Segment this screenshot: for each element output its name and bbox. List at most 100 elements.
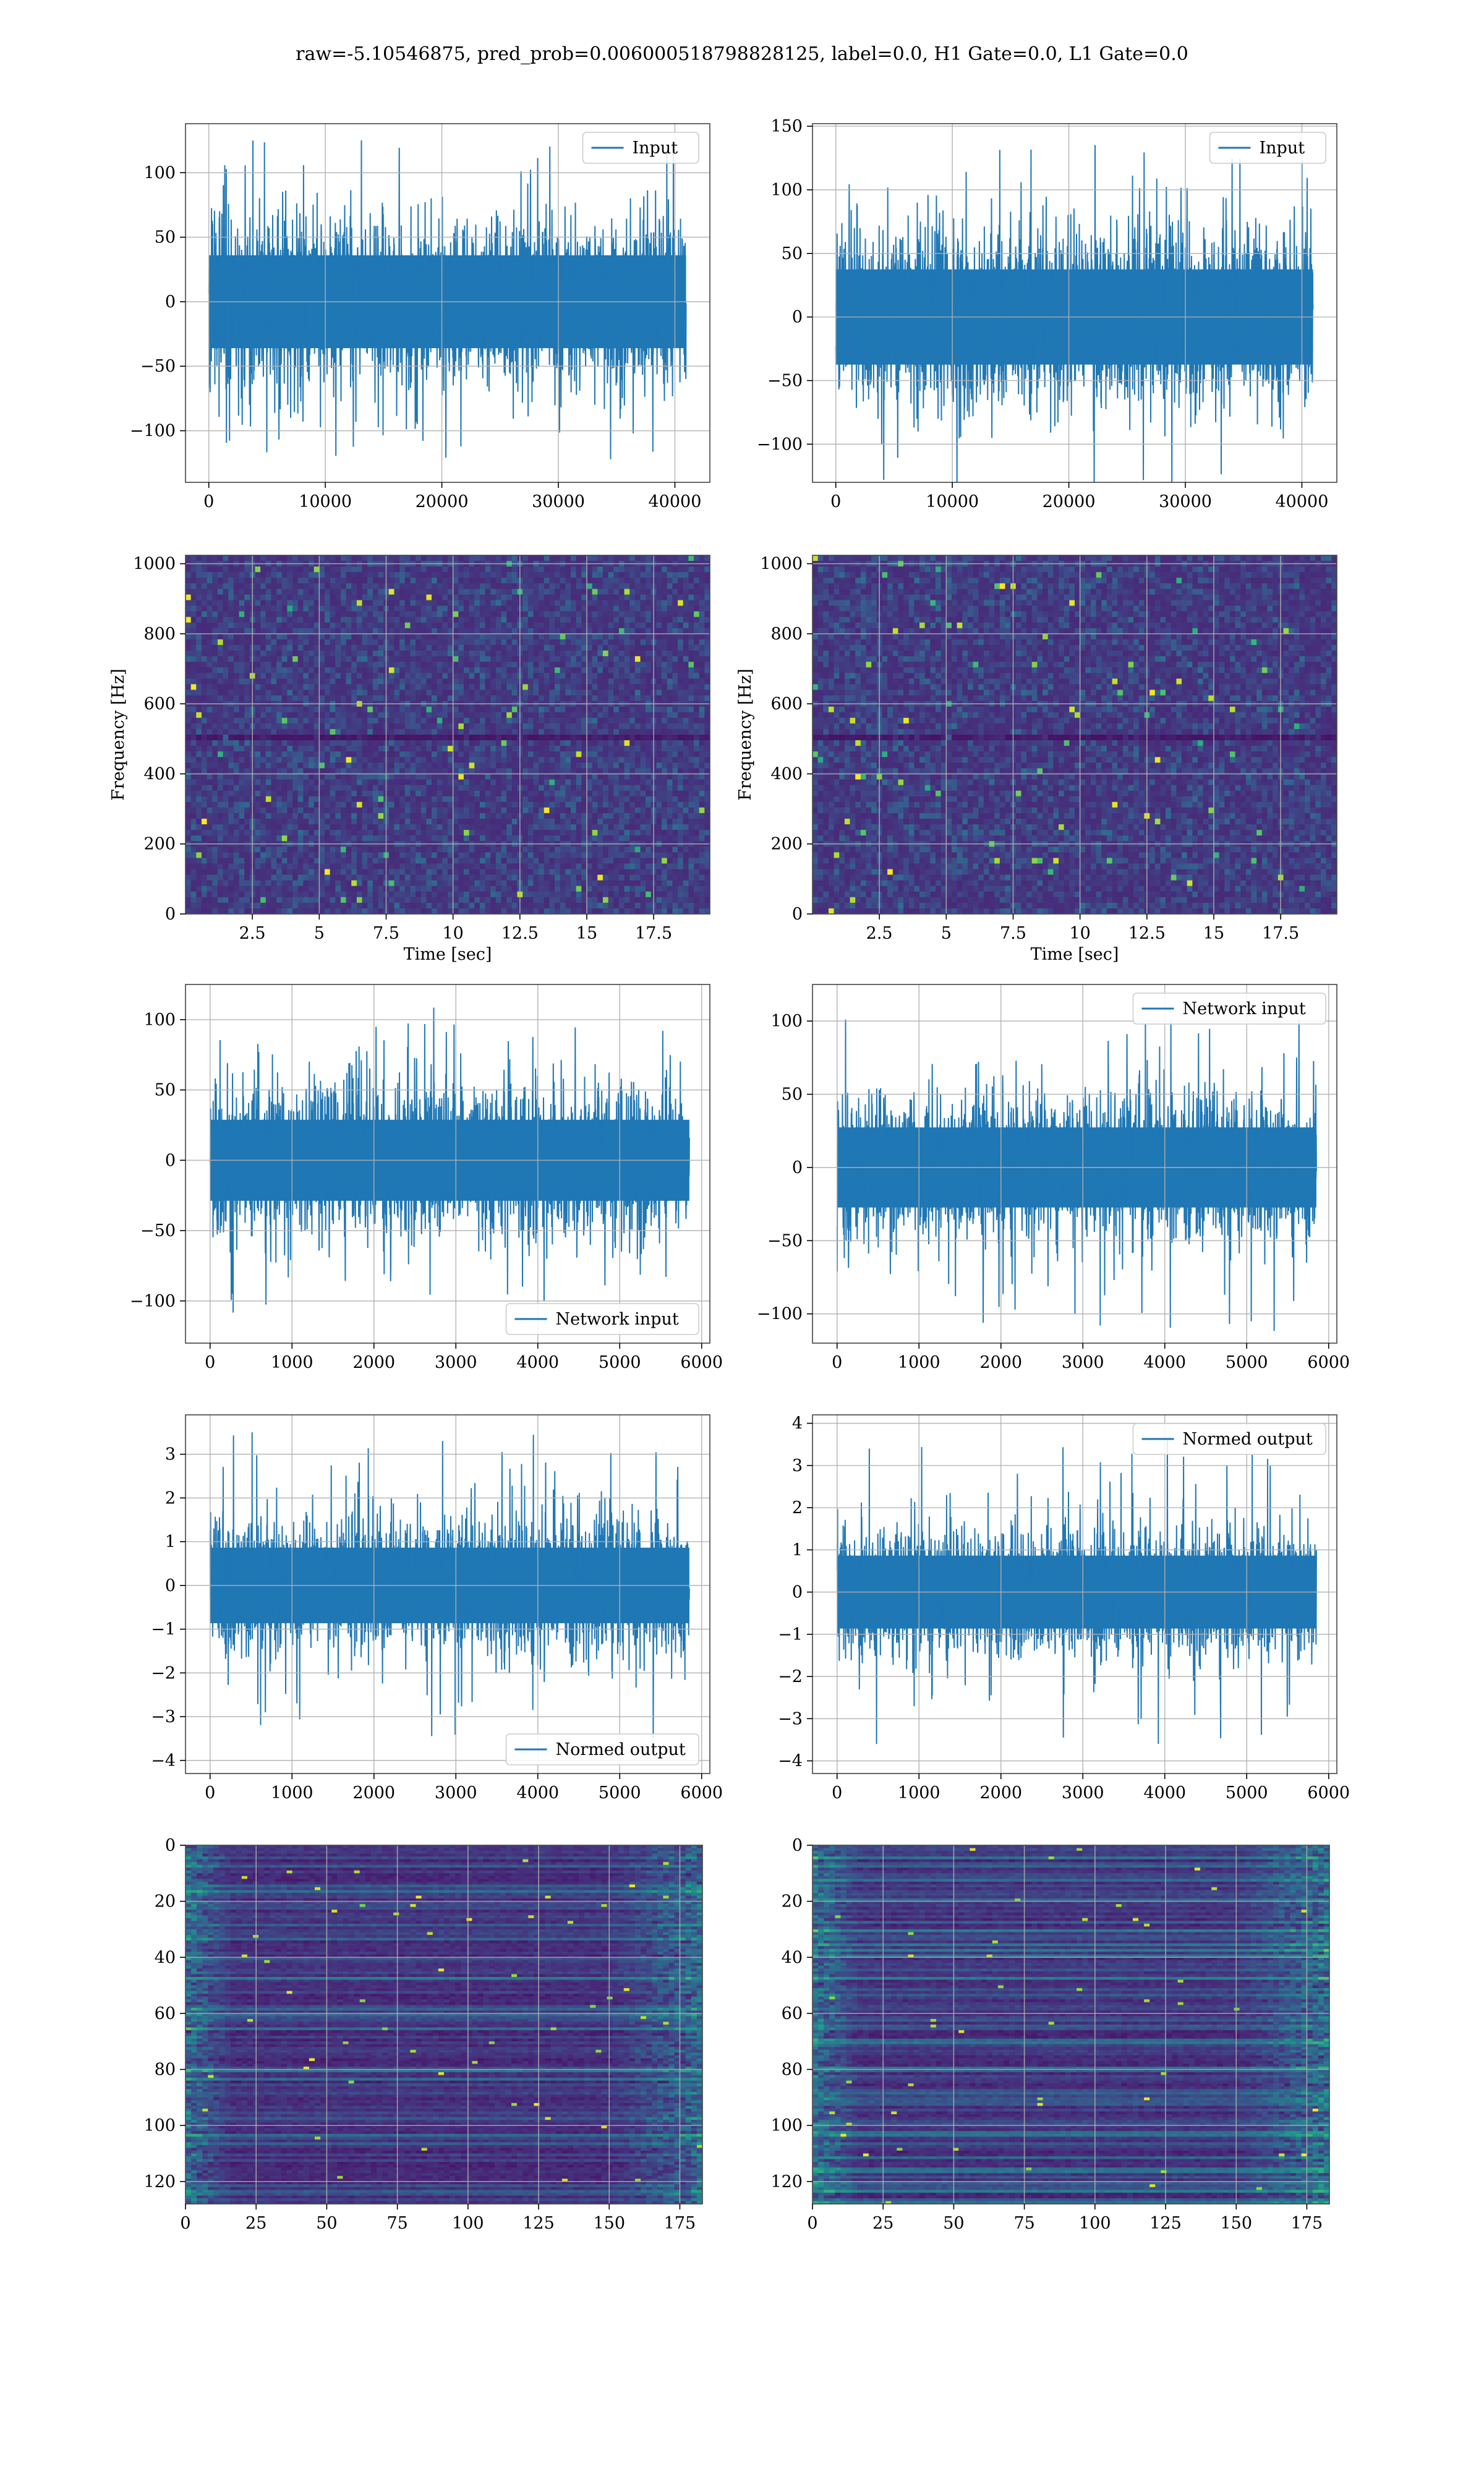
y-tick-label: 1 bbox=[165, 1532, 176, 1552]
y-tick-label: 0 bbox=[792, 905, 803, 924]
x-tick-label: 10 bbox=[442, 924, 463, 943]
x-tick-label: 4000 bbox=[516, 1783, 559, 1803]
y-tick-label: 120 bbox=[770, 2172, 803, 2192]
y-tick-label: 100 bbox=[143, 163, 176, 182]
x-tick-label: 30000 bbox=[1159, 492, 1212, 511]
y-tick-label: 0 bbox=[165, 1151, 176, 1170]
y-tick-label: 200 bbox=[143, 835, 176, 854]
x-tick-label: 3000 bbox=[1062, 1783, 1104, 1803]
x-tick-label: 12.5 bbox=[1128, 924, 1166, 943]
y-tick-label: −4 bbox=[151, 1751, 176, 1770]
y-tick-label: 50 bbox=[782, 1085, 803, 1104]
x-tick-label: 125 bbox=[522, 2214, 555, 2233]
x-tick-label: 5000 bbox=[599, 1783, 641, 1803]
y-tick-label: 100 bbox=[143, 2116, 176, 2135]
x-tick-label: 20000 bbox=[416, 492, 469, 511]
x-tick-label: 25 bbox=[245, 2214, 267, 2233]
y-tick-label: 1000 bbox=[760, 555, 803, 574]
y-tick-label: 50 bbox=[155, 228, 176, 247]
legend-label: Network input bbox=[1183, 999, 1306, 1018]
heatmap-l1-spectrogram bbox=[812, 555, 1337, 915]
y-tick-label: −3 bbox=[778, 1709, 803, 1728]
heatmap-h1-feature-map bbox=[186, 1845, 703, 2205]
x-tick-label: 15 bbox=[576, 924, 597, 943]
y-tick-label: 50 bbox=[155, 1081, 176, 1100]
y-tick-label: −100 bbox=[130, 422, 176, 441]
y-tick-label: 0 bbox=[165, 292, 176, 312]
x-tick-label: 17.5 bbox=[1262, 924, 1299, 943]
legend: Normed output bbox=[506, 1734, 699, 1765]
y-tick-label: 60 bbox=[782, 2004, 803, 2023]
y-tick-label: 150 bbox=[770, 117, 803, 136]
x-tick-label: 0 bbox=[832, 1783, 842, 1803]
legend: Network input bbox=[1133, 993, 1326, 1024]
x-tick-label: 7.5 bbox=[1000, 924, 1026, 943]
y-tick-label: 0 bbox=[165, 1836, 176, 1855]
legend: Input bbox=[1210, 132, 1326, 163]
y-tick-label: 3 bbox=[165, 1445, 176, 1464]
x-tick-label: 1000 bbox=[898, 1353, 940, 1372]
y-tick-label: 0 bbox=[165, 905, 176, 924]
x-tick-label: 12.5 bbox=[501, 924, 539, 943]
x-tick-label: 6000 bbox=[1307, 1353, 1350, 1372]
x-tick-label: 5 bbox=[314, 924, 325, 943]
x-tick-label: 50 bbox=[316, 2214, 337, 2233]
x-tick-label: 2.5 bbox=[239, 924, 266, 943]
y-tick-label: −50 bbox=[140, 1221, 176, 1240]
legend-label: Network input bbox=[556, 1310, 679, 1329]
x-tick-label: 1000 bbox=[271, 1353, 313, 1372]
y-tick-label: 0 bbox=[792, 1158, 803, 1177]
y-tick-label: 0 bbox=[792, 1583, 803, 1602]
x-tick-label: 10000 bbox=[299, 492, 352, 511]
y-tick-label: 400 bbox=[770, 764, 803, 783]
legend-label: Input bbox=[633, 139, 678, 158]
x-tick-label: 0 bbox=[832, 1353, 842, 1372]
y-tick-label: 80 bbox=[155, 2060, 176, 2080]
y-tick-label: 200 bbox=[770, 835, 803, 854]
y-tick-label: 20 bbox=[782, 1892, 803, 1911]
x-tick-label: 2000 bbox=[352, 1783, 395, 1803]
x-tick-label: 100 bbox=[1079, 2214, 1111, 2233]
x-tick-label: 10000 bbox=[926, 492, 979, 511]
x-tick-label: 6000 bbox=[680, 1353, 723, 1372]
legend: Network input bbox=[506, 1304, 699, 1334]
y-tick-label: 0 bbox=[792, 308, 803, 327]
x-tick-label: 20000 bbox=[1043, 492, 1096, 511]
x-tick-label: 0 bbox=[830, 492, 841, 511]
y-tick-label: 2 bbox=[165, 1488, 176, 1508]
y-tick-label: 2 bbox=[792, 1498, 803, 1518]
y-tick-label: 0 bbox=[792, 1836, 803, 1855]
x-tick-label: 4000 bbox=[516, 1353, 559, 1372]
y-tick-label: 1 bbox=[792, 1540, 803, 1560]
x-axis-label: Time [sec] bbox=[1031, 945, 1119, 964]
y-tick-label: −50 bbox=[140, 357, 176, 376]
y-tick-label: 400 bbox=[143, 764, 176, 783]
x-tick-label: 3000 bbox=[1062, 1353, 1104, 1372]
y-tick-label: −2 bbox=[778, 1667, 803, 1686]
x-tick-label: 75 bbox=[1013, 2214, 1034, 2233]
x-tick-label: 125 bbox=[1149, 2214, 1182, 2233]
x-tick-label: 150 bbox=[593, 2214, 625, 2233]
x-tick-label: 5000 bbox=[599, 1353, 641, 1372]
y-axis-label: Frequency [Hz] bbox=[736, 668, 755, 800]
y-tick-label: 600 bbox=[143, 694, 176, 714]
x-tick-label: 15 bbox=[1203, 924, 1224, 943]
x-tick-label: 6000 bbox=[680, 1783, 723, 1803]
x-tick-label: 2.5 bbox=[866, 924, 893, 943]
x-tick-label: 150 bbox=[1220, 2214, 1252, 2233]
heatmap-h1-spectrogram bbox=[186, 555, 710, 915]
legend: Normed output bbox=[1133, 1424, 1326, 1454]
y-tick-label: 600 bbox=[770, 694, 803, 714]
x-tick-label: 25 bbox=[872, 2214, 893, 2233]
x-tick-label: 40000 bbox=[1276, 492, 1329, 511]
y-axis-label: Frequency [Hz] bbox=[109, 668, 128, 800]
y-tick-label: 800 bbox=[143, 625, 176, 644]
x-tick-label: 17.5 bbox=[635, 924, 672, 943]
